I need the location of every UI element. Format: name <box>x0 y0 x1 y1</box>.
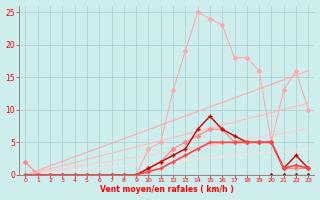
X-axis label: Vent moyen/en rafales ( km/h ): Vent moyen/en rafales ( km/h ) <box>100 185 234 194</box>
